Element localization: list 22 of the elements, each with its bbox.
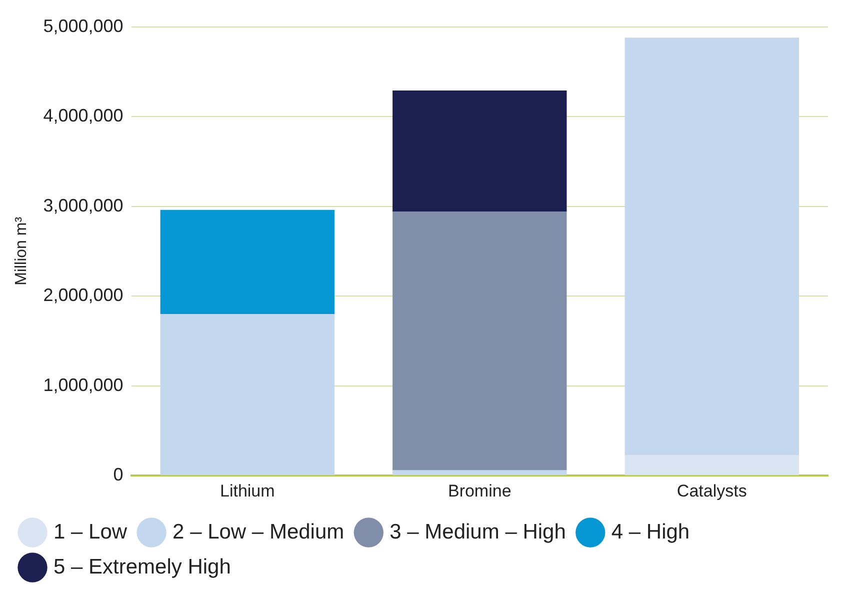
- bar: [624, 38, 799, 455]
- y-tick-label: 5,000,000: [43, 16, 124, 36]
- x-tick-label: Catalysts: [676, 481, 747, 500]
- bar: [392, 212, 567, 470]
- y-tick-label: 2,000,000: [43, 285, 124, 306]
- legend-label: 4 – High: [611, 520, 690, 544]
- y-tick-label: 1,000,000: [43, 374, 124, 395]
- bar: [160, 210, 334, 314]
- bar: [392, 470, 567, 476]
- y-tick-label: 0: [113, 464, 124, 485]
- legend-label: 2 – Low – Medium: [172, 520, 344, 544]
- x-tick-label: Bromine: [448, 481, 512, 500]
- legend-label: 1 – Low: [54, 520, 128, 544]
- legend-label: 3 – Medium – High: [390, 520, 566, 544]
- bar: [392, 90, 567, 212]
- bar: [160, 314, 334, 476]
- y-tick-label: 3,000,000: [43, 195, 124, 216]
- y-axis-title: Million m³: [13, 216, 30, 286]
- legend-label: 5 – Extremely High: [54, 555, 231, 578]
- y-tick-label: 4,000,000: [43, 106, 124, 126]
- x-tick-label: Lithium: [220, 481, 275, 500]
- bar: [624, 454, 799, 476]
